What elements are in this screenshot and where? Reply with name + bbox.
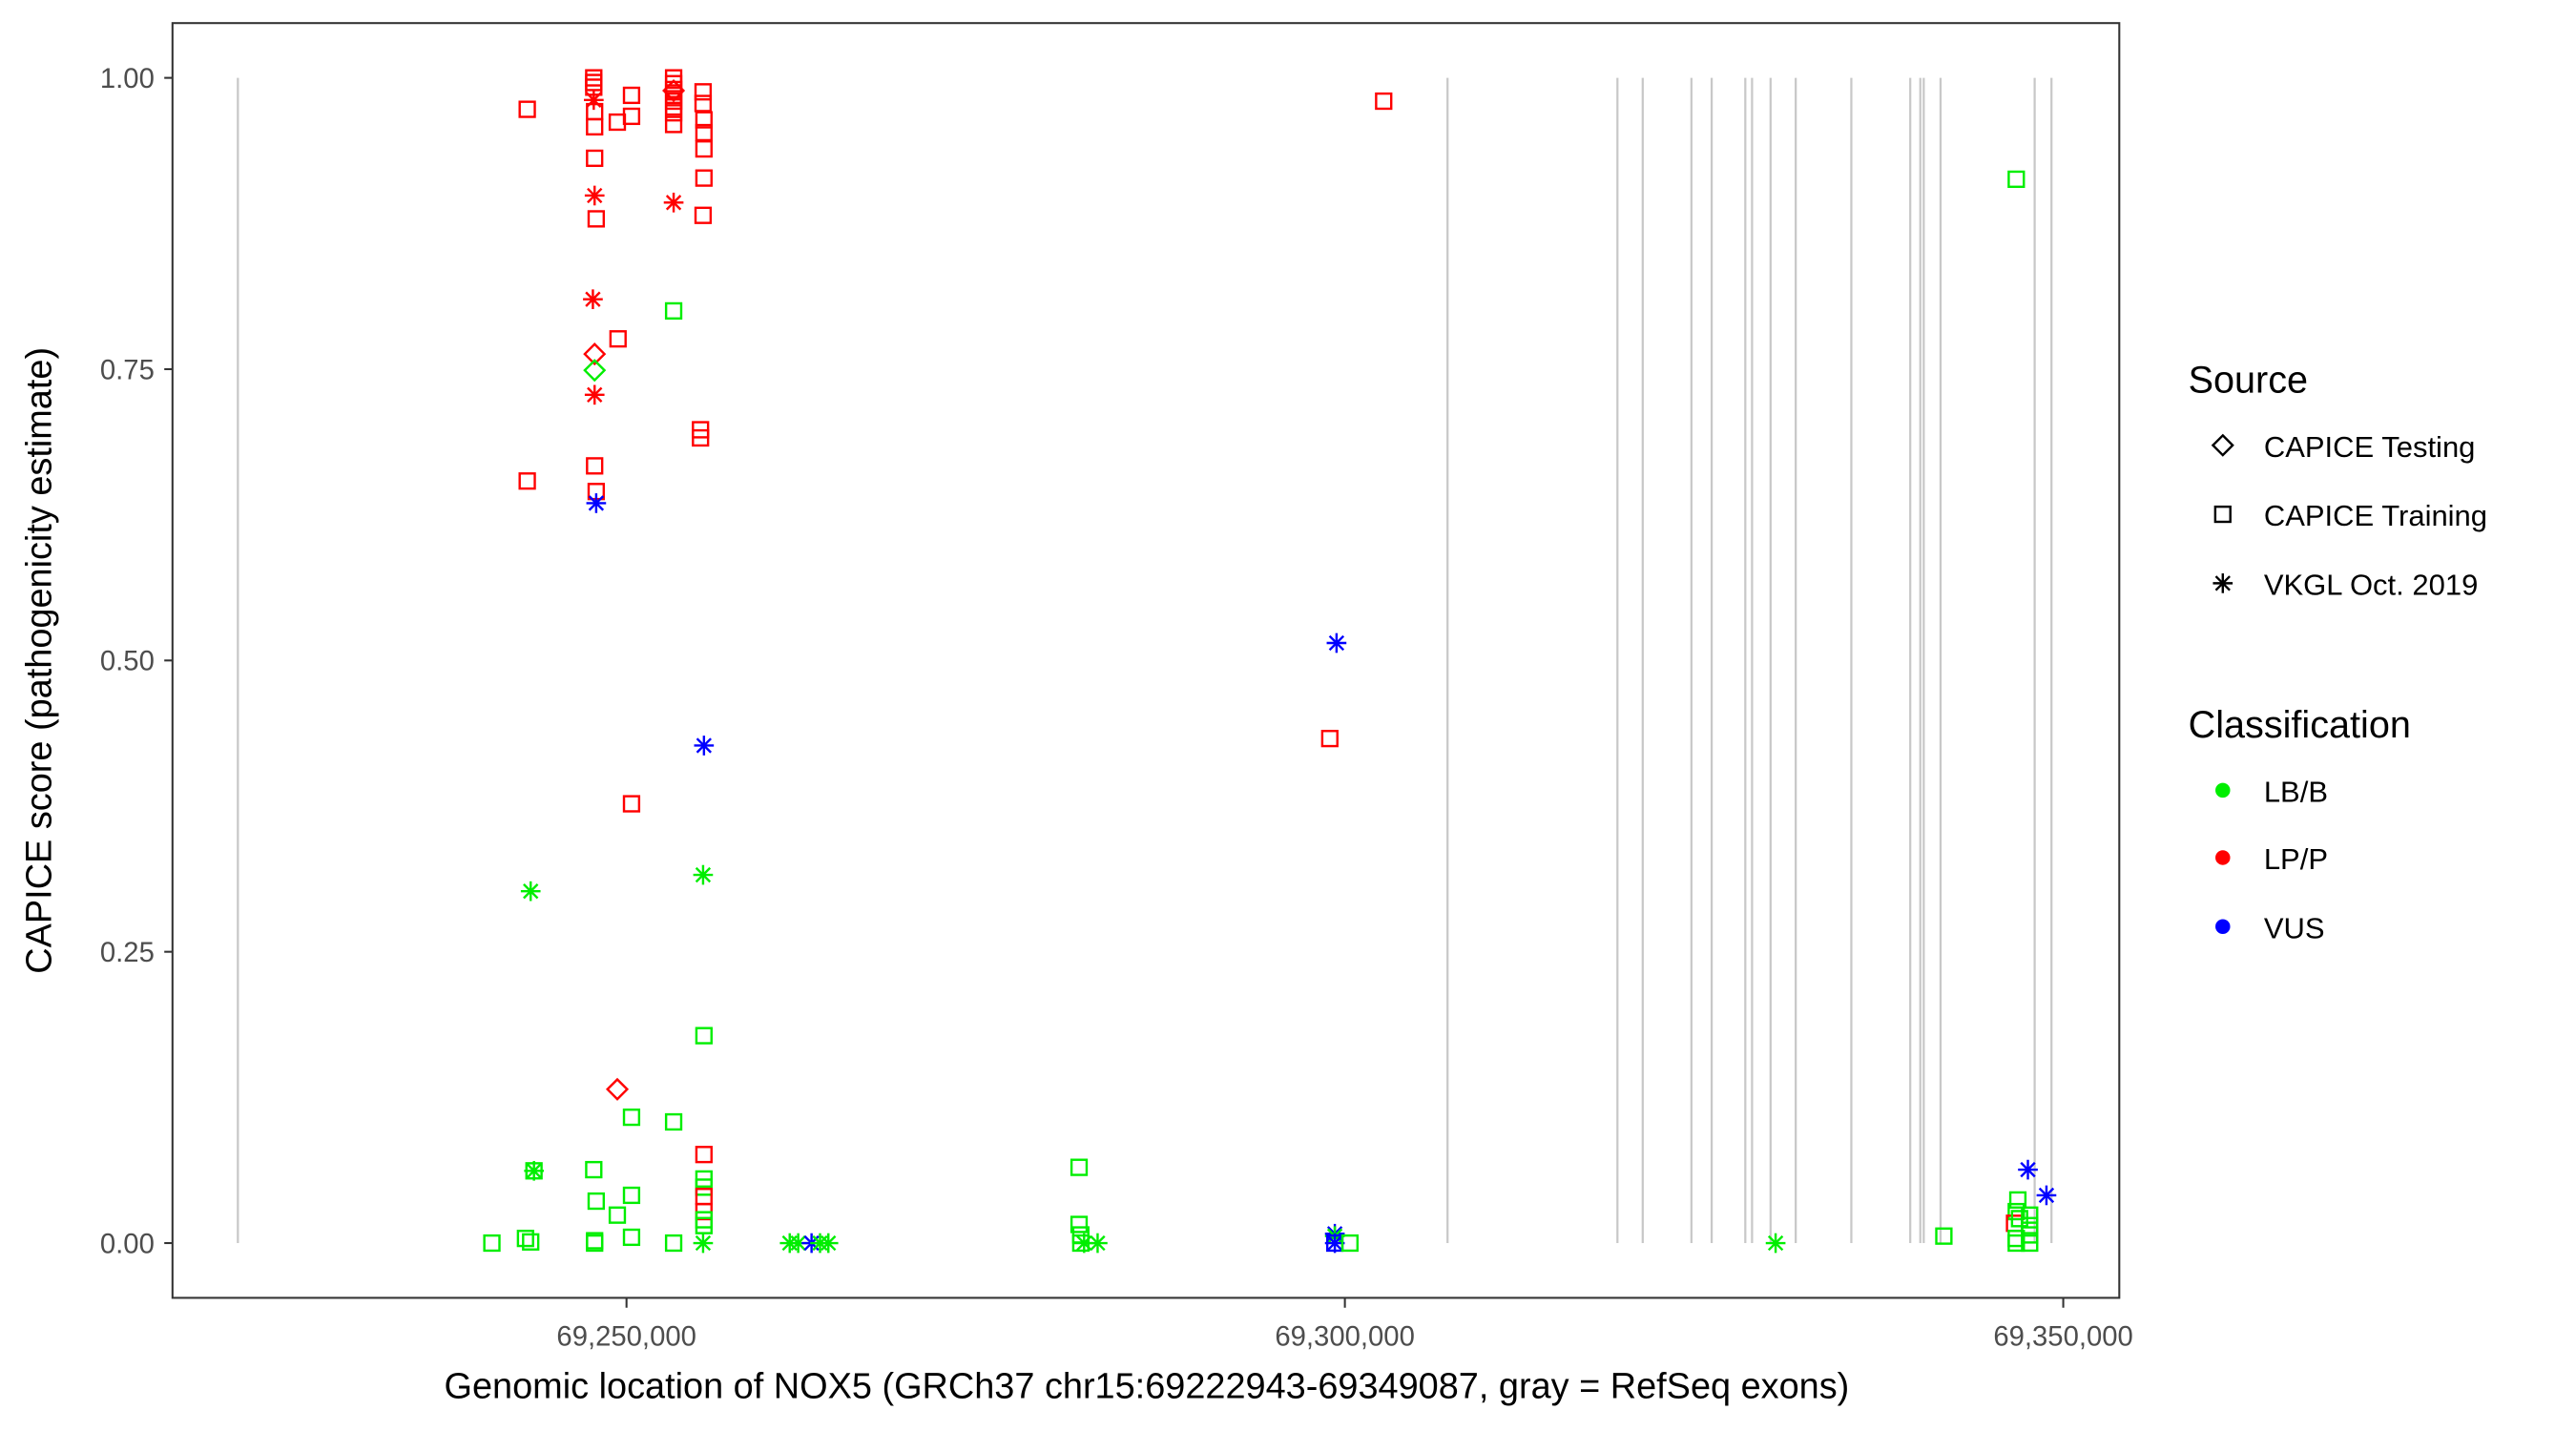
data-point [695, 139, 713, 158]
data-point [518, 100, 536, 118]
data-point [522, 1233, 540, 1251]
data-point [2007, 1234, 2025, 1253]
data-point [605, 1077, 630, 1101]
legend-label-vus: VUS [2264, 911, 2325, 944]
legend-key-diamond-icon [2211, 433, 2234, 457]
data-point [664, 301, 683, 321]
data-point [695, 1216, 713, 1234]
data-point [586, 457, 604, 475]
data-point [622, 795, 641, 813]
legend-key-square-icon [2213, 505, 2232, 524]
y-tick-label: 1.00 [100, 64, 155, 94]
legend-label-testing: CAPICE Testing [2264, 430, 2476, 464]
x-axis-title: Genomic location of NOX5 (GRCh37 chr15:6… [445, 1366, 1850, 1406]
x-tick-label: 69,250,000 [556, 1321, 696, 1352]
data-point [2036, 1185, 2057, 1206]
data-point [1320, 730, 1339, 748]
y-tick-label: 0.25 [100, 938, 155, 968]
y-tick-label: 0.00 [100, 1229, 155, 1259]
data-point [694, 206, 713, 224]
data-point [664, 104, 683, 122]
data-point [1935, 1227, 1953, 1245]
data-point [524, 1160, 545, 1181]
legend-title-source: Source [2189, 360, 2308, 402]
data-point [2018, 1159, 2038, 1180]
data-point [694, 83, 713, 101]
legend-key-asterisk-icon [2212, 573, 2233, 593]
data-point [608, 1206, 627, 1224]
data-point [518, 472, 536, 490]
data-point [2008, 1191, 2027, 1209]
data-point [608, 113, 627, 132]
x-tick-label: 69,300,000 [1275, 1321, 1414, 1352]
data-point [694, 736, 715, 756]
x-axis: 69,250,000 69,300,000 69,350,000 [556, 1297, 2133, 1352]
legend-label-vkgl: VKGL Oct. 2019 [2264, 568, 2478, 601]
data-point [583, 359, 607, 383]
legend-label-training: CAPICE Training [2264, 499, 2487, 532]
data-point [1340, 1234, 1360, 1253]
data-point [483, 1234, 501, 1253]
data-point [2021, 1206, 2039, 1224]
data-point [664, 1234, 683, 1253]
data-point [695, 1146, 713, 1164]
legend-key-dot-icon [2215, 782, 2231, 798]
data-point [2021, 1216, 2039, 1234]
data-point [622, 1108, 641, 1127]
y-tick-label: 0.75 [100, 355, 155, 385]
data-point [584, 384, 605, 405]
data-point [692, 428, 710, 447]
legend-label-lbb: LB/B [2264, 775, 2328, 808]
data-point [1765, 1233, 1786, 1254]
data-point [695, 123, 713, 142]
data-point [583, 289, 603, 310]
data-point [695, 1027, 713, 1045]
data-point [2021, 1234, 2039, 1253]
exon-lines [237, 77, 2053, 1244]
data-point [693, 864, 714, 885]
legend-key-dot-icon [2215, 919, 2231, 935]
data-point [1326, 633, 1347, 653]
y-axis: 0.00 0.25 0.50 0.75 1.00 [100, 64, 173, 1259]
data-point [2007, 170, 2025, 188]
data-point [622, 1228, 641, 1247]
data-point [1070, 1215, 1089, 1234]
legend: Source CAPICE Testing CAPICE Training VK… [2189, 360, 2487, 945]
data-point [520, 881, 541, 902]
data-point [664, 115, 683, 134]
data-point [585, 1160, 603, 1179]
data-point [694, 94, 713, 113]
legend-key-dot-icon [2215, 850, 2231, 865]
data-point [622, 1186, 641, 1205]
data-point [1088, 1233, 1108, 1254]
data-point [693, 1233, 714, 1254]
data-point [516, 1230, 534, 1248]
y-tick-label: 0.50 [100, 647, 155, 677]
data-point [587, 210, 606, 228]
data-point [1375, 92, 1393, 111]
data-point [663, 192, 684, 213]
data-point [1070, 1158, 1089, 1176]
data-point [609, 330, 627, 348]
data-point [695, 169, 713, 187]
data-point [664, 1112, 683, 1131]
x-tick-label: 69,350,000 [1993, 1321, 2132, 1352]
data-point [622, 86, 641, 105]
legend-title-classification: Classification [2189, 704, 2411, 746]
data-point [583, 342, 607, 366]
data-point [586, 1234, 604, 1253]
legend-label-lpp: LP/P [2264, 842, 2328, 876]
data-point [586, 493, 607, 513]
data-point [586, 117, 604, 136]
data-point [584, 185, 605, 206]
data-point [586, 149, 604, 168]
data-points [483, 69, 2057, 1254]
y-axis-title: CAPICE score (pathogenicity estimate) [19, 347, 59, 974]
data-point [587, 1192, 606, 1211]
data-point [695, 111, 713, 129]
data-point [818, 1233, 839, 1254]
data-point [695, 1178, 713, 1196]
